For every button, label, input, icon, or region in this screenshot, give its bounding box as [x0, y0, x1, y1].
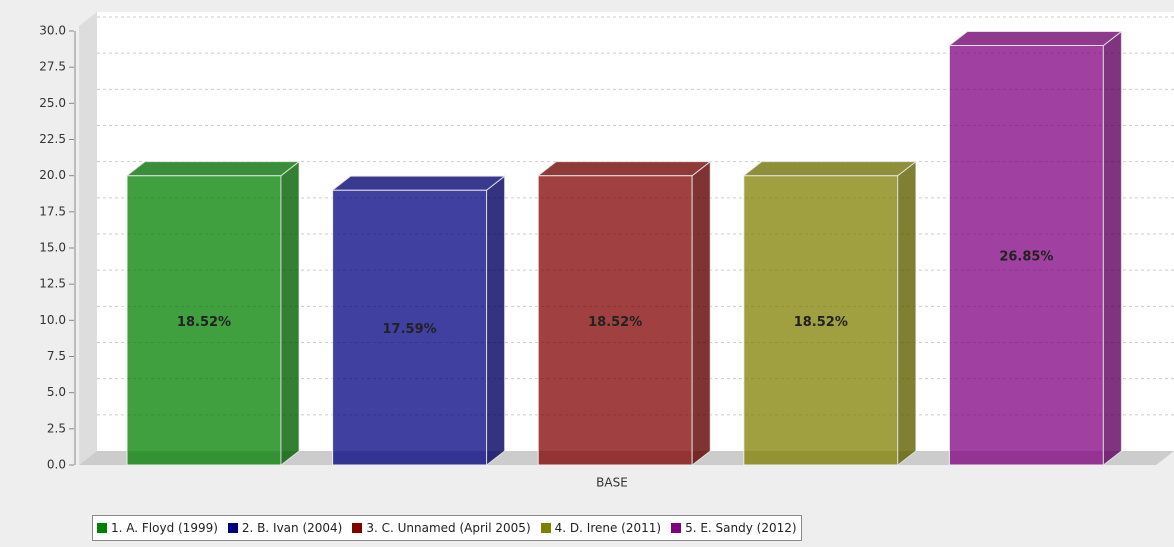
legend-swatch: [671, 523, 682, 533]
bar-top-shade: [332, 176, 505, 191]
bar: [947, 30, 1123, 467]
bar-side-shade: [281, 161, 299, 465]
y-tick-label: 10.0: [39, 313, 66, 327]
y-tick-label: 22.5: [39, 132, 66, 146]
bar-front: [948, 44, 1104, 466]
bar-top: [947, 30, 1123, 46]
y-tick-label: 12.5: [39, 277, 66, 291]
y-tick-label: 17.5: [39, 204, 66, 218]
data-label: 18.52%: [794, 315, 848, 330]
legend-label: 3. C. Unnamed (April 2005): [366, 521, 531, 535]
legend-label: 5. E. Sandy (2012): [685, 521, 797, 535]
legend-swatch: [227, 523, 238, 533]
data-label: 26.85%: [999, 250, 1053, 265]
y-tick-label: 25.0: [39, 96, 66, 110]
bars: [125, 30, 1123, 467]
bar: [125, 160, 301, 467]
legend-item: 4. D. Irene (2011): [540, 521, 662, 535]
bar-front: [126, 175, 282, 466]
legend-item: 2. B. Ivan (2004): [227, 521, 343, 535]
bar-top: [331, 175, 507, 191]
legend-swatch: [540, 523, 551, 533]
bar-front: [332, 189, 488, 466]
legend-item: 3. C. Unnamed (April 2005): [352, 521, 531, 535]
bar-side-shade: [1103, 31, 1122, 465]
legend-label: 4. D. Irene (2011): [554, 521, 662, 535]
bar-front: [743, 175, 899, 466]
bar-front: [537, 175, 693, 466]
y-tick-label: 20.0: [39, 168, 66, 182]
y-tick-label: 7.5: [47, 349, 66, 363]
x-tick-label: BASE: [596, 476, 628, 490]
bar: [742, 160, 918, 467]
bar-top: [536, 161, 712, 177]
y-tick-label: 0.0: [47, 458, 66, 472]
data-label: 17.59%: [383, 322, 437, 337]
bar: [331, 175, 507, 467]
y-tick-label: 2.5: [47, 421, 66, 435]
y-tick-label: 30.0: [39, 24, 66, 38]
legend: 1. A. Floyd (1999) 2. B. Ivan (2004) 3. C.…: [92, 515, 802, 541]
bar-side-shade: [486, 176, 505, 465]
legend-item: 1. A. Floyd (1999): [97, 521, 218, 535]
bar-top-shade: [538, 161, 711, 176]
legend-swatch: [352, 523, 363, 533]
y-tick-label: 5.0: [47, 385, 66, 399]
legend-swatch: [97, 523, 107, 533]
y-tick-label: 15.0: [39, 241, 66, 255]
legend-item: 5. E. Sandy (2012): [671, 521, 797, 535]
bar-side-shade: [692, 161, 711, 465]
bar-top-shade: [949, 31, 1122, 46]
data-label: 18.52%: [177, 315, 231, 330]
y-tick-label: 27.5: [39, 60, 66, 74]
bar-top-shade: [127, 161, 299, 176]
data-label: 18.52%: [588, 315, 642, 330]
bar-top: [125, 161, 301, 177]
bar: [536, 160, 712, 467]
bar-side-shade: [897, 161, 916, 465]
bar-top-shade: [743, 161, 916, 176]
legend-label: 2. B. Ivan (2004): [241, 521, 343, 535]
chart: 0.0 2.5 5.0 7.5 10.0 12.5 15.0 17.5 20.0 22.5 25.0…: [39, 12, 1174, 490]
legend-label: 1. A. Floyd (1999): [111, 521, 218, 535]
side-wall: [79, 12, 97, 465]
bar-top: [742, 161, 918, 177]
